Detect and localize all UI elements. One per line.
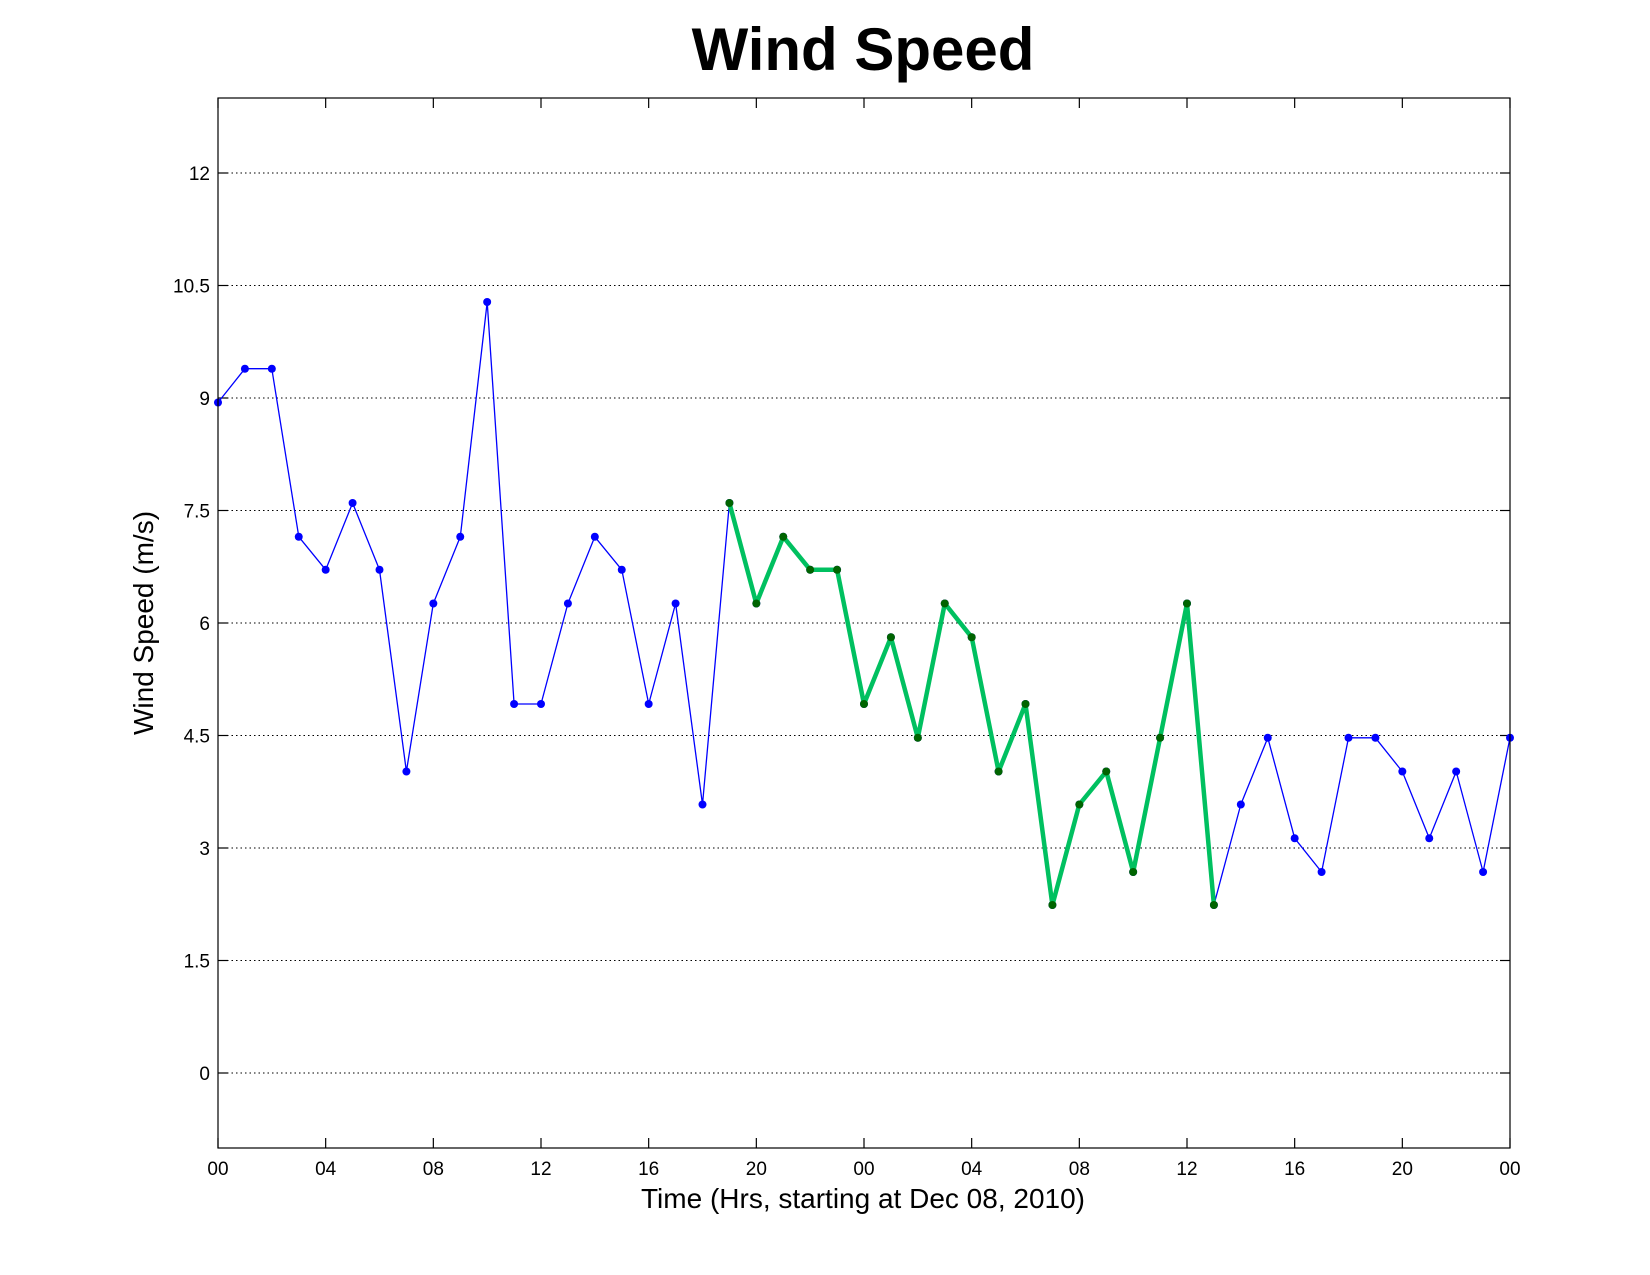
data-point xyxy=(940,599,949,608)
data-point xyxy=(1290,834,1299,843)
data-point xyxy=(1102,767,1111,776)
x-tick-label: 08 xyxy=(423,1159,444,1180)
x-tick-labels: 00 04 08 12 16 20 00 04 08 12 16 20 00 xyxy=(207,1159,1520,1180)
x-tick-label: 12 xyxy=(1176,1159,1197,1180)
data-point xyxy=(752,599,761,608)
data-point xyxy=(590,532,599,541)
grid-lines xyxy=(218,172,1510,1074)
x-tick-label: 16 xyxy=(638,1159,659,1180)
series-1 xyxy=(214,298,1514,909)
data-point xyxy=(1183,599,1191,608)
data-point xyxy=(913,733,922,742)
data-point xyxy=(1371,733,1380,742)
data-point xyxy=(1452,767,1461,776)
x-tick-label: 20 xyxy=(1392,1159,1413,1180)
data-point xyxy=(644,700,653,708)
data-point xyxy=(994,767,1003,776)
data-point xyxy=(1263,733,1272,742)
data-point xyxy=(886,633,895,642)
data-point xyxy=(1317,868,1326,876)
x-tick-label: 04 xyxy=(315,1159,337,1180)
data-point xyxy=(294,532,303,541)
data-point xyxy=(537,700,545,708)
data-point xyxy=(1048,901,1057,909)
data-point xyxy=(1075,800,1084,809)
y-tick-label: 3 xyxy=(199,839,210,860)
x-tick-label: 04 xyxy=(961,1159,983,1180)
x-tick-label: 00 xyxy=(853,1159,874,1180)
data-point xyxy=(375,565,384,574)
data-point xyxy=(1236,800,1245,809)
data-point xyxy=(321,565,330,574)
data-point xyxy=(1398,767,1407,776)
data-point xyxy=(267,364,276,373)
x-tick-label: 12 xyxy=(530,1159,551,1180)
data-point xyxy=(240,364,249,373)
y-tick-label: 6 xyxy=(199,614,210,635)
data-point xyxy=(1156,733,1165,742)
data-point xyxy=(510,700,519,708)
data-series xyxy=(214,298,1514,909)
y-tick-label: 12 xyxy=(189,164,210,185)
y-tick-label: 4.5 xyxy=(184,727,210,748)
y-tick-labels: 0 1.5 3 4.5 6 7.5 9 10.5 12 xyxy=(173,164,210,1085)
data-point xyxy=(860,700,868,708)
data-point xyxy=(563,599,572,608)
x-tick-label: 00 xyxy=(1499,1159,1520,1180)
data-point xyxy=(806,565,815,574)
data-point xyxy=(1425,834,1434,843)
plot-frame xyxy=(217,97,1511,1149)
data-point xyxy=(348,499,357,507)
data-point xyxy=(456,532,465,541)
data-point xyxy=(402,767,411,776)
data-point xyxy=(779,532,788,541)
series-line xyxy=(727,500,1217,908)
y-tick-label: 1.5 xyxy=(184,952,210,973)
data-point xyxy=(1021,700,1030,708)
data-point xyxy=(698,800,707,809)
data-point xyxy=(483,298,492,306)
data-point xyxy=(671,599,680,608)
x-tick-label: 08 xyxy=(1069,1159,1090,1180)
x-axis-label: Time (Hrs, starting at Dec 08, 2010) xyxy=(641,1183,1085,1214)
x-tick-label: 16 xyxy=(1284,1159,1305,1180)
data-point xyxy=(833,565,842,574)
y-tick-label: 9 xyxy=(199,389,210,410)
data-point xyxy=(967,633,976,642)
y-tick-label: 0 xyxy=(199,1064,210,1085)
series-2 xyxy=(725,499,1218,909)
data-point xyxy=(617,565,626,574)
y-tick-label: 10.5 xyxy=(173,277,210,298)
chart-title: Wind Speed xyxy=(692,16,1035,83)
data-point xyxy=(1344,733,1353,742)
data-point xyxy=(725,499,734,507)
y-axis-label: Wind Speed (m/s) xyxy=(128,511,159,735)
data-point xyxy=(1479,868,1488,876)
x-tick-label: 00 xyxy=(207,1159,228,1180)
data-point xyxy=(1209,901,1218,909)
series-line xyxy=(217,301,1511,906)
data-point xyxy=(429,599,438,608)
x-tick-label: 20 xyxy=(746,1159,767,1180)
data-point xyxy=(1129,868,1138,876)
y-tick-label: 7.5 xyxy=(184,502,210,523)
